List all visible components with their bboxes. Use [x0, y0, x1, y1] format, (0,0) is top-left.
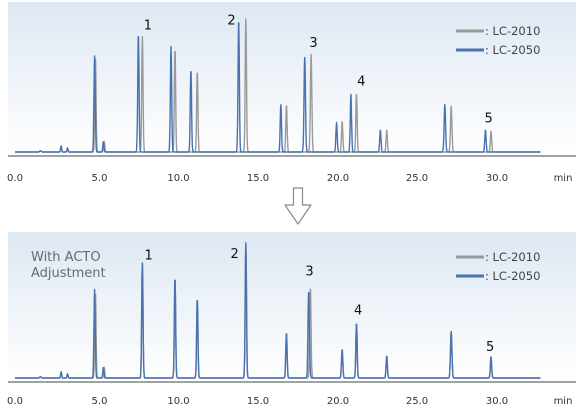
- peak-label-5: 5: [484, 112, 492, 127]
- peak-label-1: 1: [144, 19, 152, 34]
- x-tick-label: 25.0: [406, 396, 428, 407]
- acto-note-line: Adjustment: [31, 266, 106, 281]
- legend-label-lc2010: : LC-2010: [485, 250, 540, 264]
- panel-background: [8, 2, 576, 156]
- legend: : LC-2010 : LC-2050: [456, 250, 540, 283]
- legend: : LC-2010 : LC-2050: [456, 24, 540, 57]
- down-arrow-icon: [284, 187, 312, 225]
- legend-label-lc2010: : LC-2010: [485, 24, 540, 38]
- x-tick-label: 5.0: [92, 396, 108, 407]
- peak-label-4: 4: [354, 304, 362, 319]
- x-tick-label: 20.0: [327, 173, 349, 184]
- chart-plot-area: 1 2 3 4 5: [14, 13, 541, 153]
- x-tick-label: 0.0: [7, 173, 23, 184]
- x-axis-unit: min: [554, 396, 573, 407]
- peak-label-2: 2: [227, 13, 235, 28]
- legend-label-lc2050: : LC-2050: [485, 43, 540, 57]
- x-tick-label: 30.0: [486, 396, 508, 407]
- x-tick-label: 10.0: [167, 396, 189, 407]
- peak-label-4: 4: [357, 75, 365, 90]
- series-line-lc2050: [14, 242, 541, 379]
- acto-note-line: With ACTO: [31, 250, 101, 265]
- chromatogram-panel-acto-adjusted: 1 2 3 4 5 0.0 5.0 10.0 15.0 20.0 25.0 30.0 m…: [7, 232, 576, 407]
- x-tick-label: 10.0: [167, 173, 189, 184]
- chart-plot-area: 1 2 3 4 5: [14, 242, 541, 379]
- x-tick-label: 15.0: [247, 173, 269, 184]
- x-axis-unit: min: [554, 173, 573, 184]
- x-tick-label: 25.0: [406, 173, 428, 184]
- x-tick-label: 0.0: [7, 396, 23, 407]
- peak-label-1: 1: [145, 248, 153, 263]
- chromatogram-panel-original: 1 2 3 4 5 0.0 5.0 10.0 15.0 20.0 25.0 30.0 m…: [7, 2, 576, 184]
- x-tick-label: 5.0: [92, 173, 108, 184]
- x-tick-label: 20.0: [327, 396, 349, 407]
- peak-label-3: 3: [309, 36, 317, 51]
- peak-label-2: 2: [231, 247, 239, 262]
- x-tick-label: 30.0: [486, 173, 508, 184]
- x-tick-label: 15.0: [247, 396, 269, 407]
- transition-arrow: [284, 187, 312, 225]
- acto-adjustment-note: With ACTO Adjustment: [31, 250, 106, 281]
- peak-label-5: 5: [486, 340, 494, 355]
- series-line-lc2050: [14, 22, 541, 153]
- legend-label-lc2050: : LC-2050: [485, 269, 540, 283]
- peak-label-3: 3: [305, 264, 313, 279]
